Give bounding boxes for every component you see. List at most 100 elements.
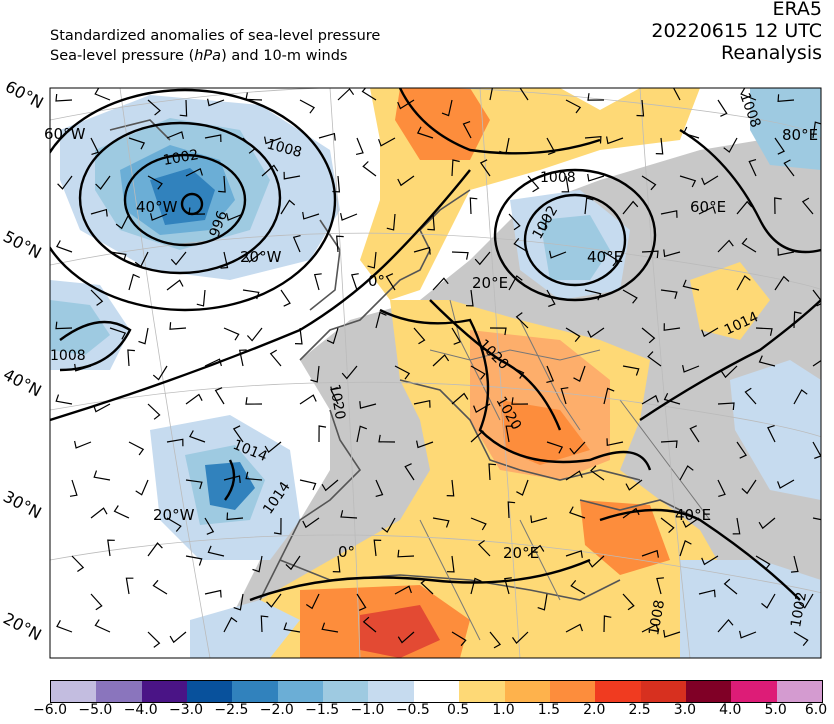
- wind-barb: [812, 121, 821, 139]
- wind-barb: [698, 589, 716, 598]
- wind-barb: [340, 212, 358, 221]
- wind-barb: [310, 365, 320, 383]
- lon-label-60w: 60°W: [44, 125, 86, 143]
- wind-barb: [801, 197, 814, 215]
- wind-barb: [774, 275, 790, 291]
- wind-barb: [109, 251, 127, 262]
- wind-barb: [477, 540, 491, 557]
- wind-barb: [432, 277, 449, 291]
- wind-barb: [755, 327, 773, 336]
- wind-barb: [546, 289, 556, 307]
- wind-barb: [397, 549, 415, 558]
- isobar-label: 1020: [326, 383, 348, 421]
- colorbar-tick-label: 2.0: [583, 702, 606, 718]
- wind-barb: [479, 159, 491, 177]
- wind-barb: [679, 540, 692, 557]
- subtitle-unit: hPa: [194, 48, 222, 64]
- wind-barb: [812, 517, 821, 521]
- wind-barb: [761, 593, 776, 609]
- wind-barb: [223, 475, 241, 483]
- wind-barb: [625, 479, 643, 491]
- wind-barb: [793, 631, 809, 646]
- wind-barb: [242, 289, 260, 300]
- wind-barb: [169, 631, 187, 644]
- isobar-label: 1008: [50, 348, 86, 364]
- wind-barb: [299, 394, 317, 405]
- wind-barb: [561, 175, 570, 193]
- wind-barb: [672, 88, 681, 101]
- wind-barb: [152, 365, 168, 381]
- wind-barb: [717, 402, 735, 411]
- wind-barb: [266, 593, 282, 608]
- wind-barb: [416, 126, 434, 139]
- lon-label-20e-south: 20°E: [503, 544, 539, 562]
- wind-barb: [337, 88, 355, 101]
- wind-barb: [489, 327, 507, 336]
- wind-barb: [283, 622, 301, 633]
- wind-barb: [128, 273, 140, 291]
- wind-barb: [656, 577, 664, 595]
- wind-barb: [147, 175, 163, 190]
- wind-barb: [214, 387, 225, 405]
- wind-barb: [404, 463, 415, 481]
- wind-barb: [260, 615, 269, 633]
- map-subtitle-line1: Standardized anomalies of sea-level pres…: [50, 28, 381, 44]
- colorbar-cell: [141, 681, 188, 702]
- wind-barb: [508, 213, 521, 231]
- wind-barb: [587, 555, 605, 568]
- wind-barb: [185, 479, 203, 490]
- wind-barb: [90, 507, 108, 519]
- wind-barb: [512, 631, 529, 645]
- colorbar-cell: [549, 681, 596, 702]
- wind-barb: [741, 479, 757, 495]
- wind-barb: [565, 99, 582, 114]
- wind-barb: [90, 593, 103, 611]
- wind-barb: [530, 515, 548, 524]
- wind-barb: [150, 213, 168, 221]
- wind-barb: [69, 479, 78, 497]
- wind-barb: [321, 622, 339, 633]
- wind-barb: [736, 200, 753, 215]
- wind-barb: [622, 365, 640, 376]
- lon-label-20e: 20°E: [472, 274, 508, 292]
- wind-barb: [647, 351, 662, 367]
- wind-barb: [245, 251, 263, 263]
- colorbar-cell: [685, 681, 732, 702]
- lat-label-20n: 20°N: [0, 609, 45, 645]
- wind-barb: [603, 387, 615, 405]
- wind-barb: [245, 397, 263, 405]
- wind-barb: [313, 273, 322, 291]
- map-frame: [49, 87, 822, 659]
- lat-label-40n: 40°N: [0, 365, 45, 401]
- wind-barb: [527, 544, 545, 557]
- lon-label-80e: 80°E: [782, 126, 818, 144]
- wind-barb: [508, 365, 525, 379]
- wind-barb: [375, 311, 387, 329]
- wind-barb: [723, 578, 738, 595]
- wind-barb: [373, 539, 382, 557]
- wind-barb: [185, 167, 203, 177]
- wind-barb: [663, 323, 681, 331]
- wind-barb: [362, 616, 377, 633]
- wind-barb: [663, 392, 681, 405]
- wind-barb: [285, 555, 301, 571]
- colorbar-cell: [776, 681, 823, 702]
- colorbar-cell: [277, 681, 324, 702]
- wind-barb: [147, 631, 161, 648]
- wind-barb: [767, 425, 776, 443]
- wind-barb: [546, 137, 556, 155]
- colorbar-tick-label: −4.0: [123, 702, 158, 718]
- wind-barb: [283, 171, 301, 180]
- isobar-label: 1008: [540, 170, 576, 186]
- wind-barb: [397, 99, 415, 110]
- wind-barb: [226, 213, 244, 221]
- wind-barb: [318, 425, 327, 443]
- colorbar-tick-label: −3.0: [169, 702, 204, 718]
- wind-barb: [569, 506, 586, 519]
- wind-barb: [299, 99, 315, 114]
- wind-barb: [701, 555, 719, 566]
- wind-barb: [446, 479, 455, 497]
- isobars: [50, 88, 821, 602]
- product-label: Reanalysis: [721, 42, 822, 64]
- wind-barb: [793, 389, 808, 405]
